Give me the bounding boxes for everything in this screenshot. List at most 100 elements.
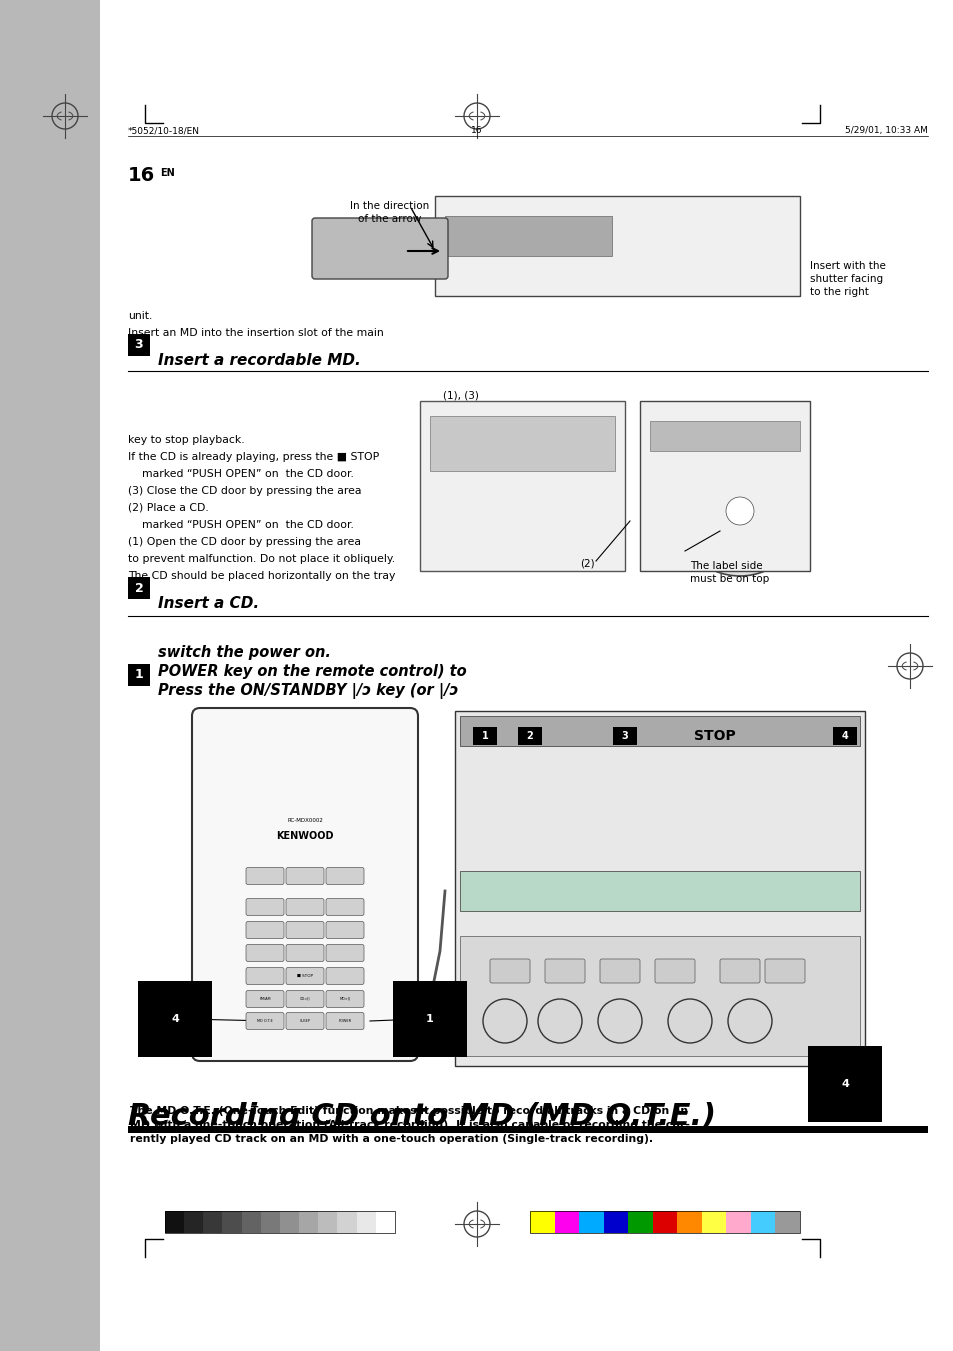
Text: SLEEP: SLEEP (299, 1019, 310, 1023)
Text: key to stop playback.: key to stop playback. (128, 435, 244, 444)
FancyBboxPatch shape (286, 967, 324, 985)
Bar (473, 727, 497, 744)
Text: (1) Open the CD door by pressing the area: (1) Open the CD door by pressing the are… (128, 536, 360, 547)
Bar (222, 1210, 241, 1233)
Text: Insert a CD.: Insert a CD. (158, 596, 259, 611)
Bar (652, 1210, 677, 1233)
Bar (554, 1210, 578, 1233)
Text: (1), (3): (1), (3) (442, 390, 478, 401)
Bar (280, 1210, 299, 1233)
Bar (203, 1210, 222, 1233)
Text: POWER key on the remote control) to: POWER key on the remote control) to (158, 663, 466, 680)
Bar (517, 727, 541, 744)
FancyBboxPatch shape (246, 967, 284, 985)
Bar (430, 416, 615, 471)
Text: 2: 2 (134, 581, 143, 594)
FancyBboxPatch shape (246, 990, 284, 1008)
Bar (356, 1210, 375, 1233)
Bar (701, 1210, 725, 1233)
FancyBboxPatch shape (326, 944, 364, 962)
Text: 1: 1 (481, 731, 488, 740)
Bar (299, 1210, 318, 1233)
Text: CD>||: CD>|| (299, 997, 310, 1001)
Bar (578, 1210, 603, 1233)
FancyBboxPatch shape (246, 1012, 284, 1029)
Bar (444, 216, 612, 255)
Text: RC-MDX0002: RC-MDX0002 (287, 819, 323, 824)
Text: 16: 16 (128, 166, 155, 185)
Bar (419, 401, 624, 571)
Text: ■ STOP: ■ STOP (296, 974, 313, 978)
Bar (459, 716, 859, 746)
Text: switch the power on.: switch the power on. (158, 644, 331, 661)
Bar (603, 1210, 627, 1233)
FancyBboxPatch shape (326, 867, 364, 885)
Text: (3) Close the CD door by pressing the area: (3) Close the CD door by pressing the ar… (128, 486, 361, 496)
FancyBboxPatch shape (192, 708, 417, 1061)
FancyBboxPatch shape (599, 959, 639, 984)
Bar (128, 577, 150, 598)
FancyBboxPatch shape (326, 967, 364, 985)
Text: Recording CD onto MD (MD O.T.E.): Recording CD onto MD (MD O.T.E.) (128, 1102, 716, 1131)
Bar (459, 936, 859, 1056)
Text: 3: 3 (134, 339, 143, 351)
FancyBboxPatch shape (326, 990, 364, 1008)
Bar (649, 422, 800, 451)
Text: 4: 4 (841, 731, 847, 740)
Bar (613, 727, 637, 744)
Text: 5/29/01, 10:33 AM: 5/29/01, 10:33 AM (844, 126, 927, 135)
Text: marked “PUSH OPEN” on  the CD door.: marked “PUSH OPEN” on the CD door. (128, 520, 354, 530)
Circle shape (725, 497, 753, 526)
Bar (639, 401, 809, 571)
Text: If the CD is already playing, press the ■ STOP: If the CD is already playing, press the … (128, 453, 379, 462)
Bar (459, 871, 859, 911)
Text: 1: 1 (426, 1015, 434, 1024)
Text: unit.: unit. (128, 311, 152, 322)
FancyBboxPatch shape (312, 218, 448, 280)
Text: 2: 2 (526, 731, 533, 740)
Bar (375, 1210, 395, 1233)
FancyBboxPatch shape (286, 990, 324, 1008)
FancyBboxPatch shape (286, 944, 324, 962)
Bar (184, 1210, 203, 1233)
Text: In the direction
of the arrow: In the direction of the arrow (350, 201, 429, 224)
FancyBboxPatch shape (286, 1012, 324, 1029)
Bar (530, 1210, 554, 1233)
Text: Insert with the
shutter facing
to the right: Insert with the shutter facing to the ri… (809, 261, 885, 297)
Bar (832, 727, 856, 744)
Text: (2): (2) (579, 559, 594, 569)
Text: MD>||: MD>|| (339, 997, 350, 1001)
FancyBboxPatch shape (326, 921, 364, 939)
Bar (165, 1210, 184, 1233)
Text: The MD O.T.E. (One-Touch Edit) function makes it possible to record all tracks i: The MD O.T.E. (One-Touch Edit) function … (130, 1106, 689, 1144)
Text: (2) Place a CD.: (2) Place a CD. (128, 503, 209, 513)
Bar (337, 1210, 356, 1233)
Bar (435, 196, 800, 296)
Bar (260, 1210, 280, 1233)
Text: Insert a recordable MD.: Insert a recordable MD. (158, 353, 360, 367)
Text: The label side
must be on top: The label side must be on top (689, 561, 768, 584)
Bar (128, 663, 150, 686)
Bar (128, 334, 150, 357)
Text: POWER: POWER (338, 1019, 352, 1023)
FancyBboxPatch shape (246, 921, 284, 939)
FancyBboxPatch shape (544, 959, 584, 984)
Text: MD O.T.E: MD O.T.E (257, 1019, 273, 1023)
Text: 16: 16 (471, 126, 482, 135)
FancyBboxPatch shape (246, 944, 284, 962)
Circle shape (675, 446, 804, 576)
Bar (241, 1210, 260, 1233)
Text: Press the ON/STANDBY |/ɔ key (or |/ɔ: Press the ON/STANDBY |/ɔ key (or |/ɔ (158, 684, 457, 698)
Bar (725, 1210, 750, 1233)
FancyBboxPatch shape (326, 898, 364, 916)
FancyBboxPatch shape (286, 921, 324, 939)
Text: 4: 4 (171, 1015, 179, 1024)
Text: 1: 1 (134, 669, 143, 681)
FancyBboxPatch shape (246, 898, 284, 916)
Text: marked “PUSH OPEN” on  the CD door.: marked “PUSH OPEN” on the CD door. (128, 469, 354, 480)
Text: KENWOOD: KENWOOD (276, 831, 334, 842)
Bar (627, 1210, 652, 1233)
FancyBboxPatch shape (286, 867, 324, 885)
Bar (318, 1210, 337, 1233)
Bar (750, 1210, 775, 1233)
